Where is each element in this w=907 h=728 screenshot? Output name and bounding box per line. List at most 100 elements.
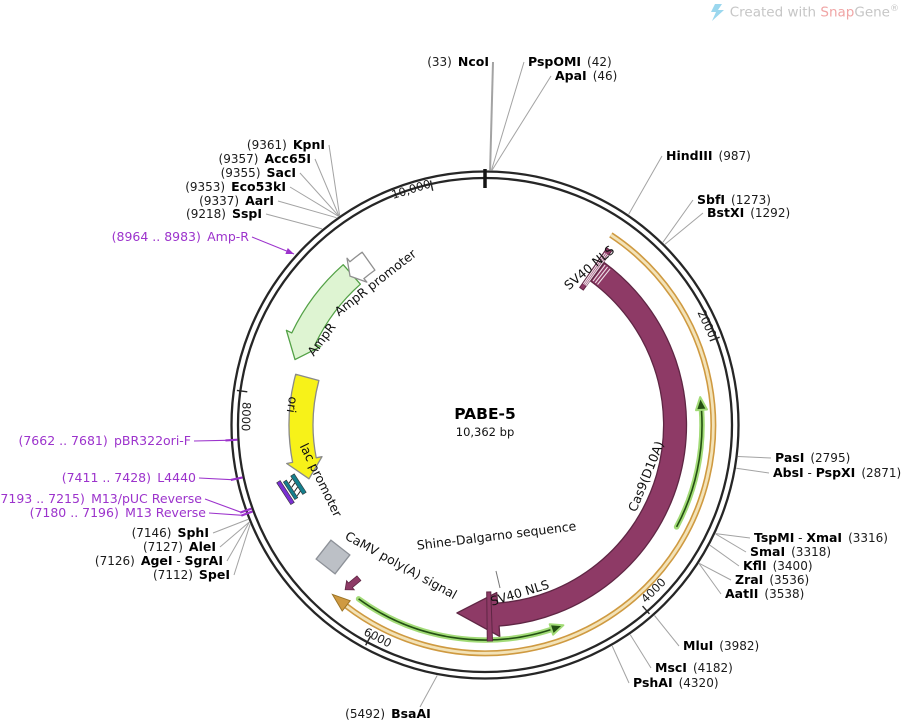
site-label-saci: (9355) SacI	[221, 165, 296, 180]
plasmid-name: PABE-5	[454, 405, 516, 423]
feature-sv40-nls-2-bar	[486, 591, 494, 642]
scale-label-2000: 2000	[694, 308, 719, 340]
site-pointer-acc65i	[314, 158, 340, 217]
site-label-sphi: (7146) SphI	[132, 525, 209, 540]
site-enzyme-name: SbfI	[697, 192, 725, 207]
primer-tick-m13-reverse	[240, 510, 253, 517]
site-position: (2871)	[855, 466, 901, 480]
site-label-alei: (7127) AleI	[143, 539, 216, 554]
site-position: (4182)	[687, 661, 733, 675]
site-name-separator: -	[794, 531, 806, 545]
site-position: (2795)	[804, 451, 850, 465]
feature-green-arrow-bottom-head	[548, 623, 565, 636]
site-enzyme-name: MscI	[655, 660, 687, 675]
site-enzyme-name: SmaI	[750, 544, 785, 559]
site-pointer-msci	[629, 634, 652, 669]
feature-green-arrow-bottom-line	[358, 598, 552, 641]
site-enzyme-name: SspI	[232, 206, 262, 221]
site-position: (3538)	[758, 587, 804, 601]
site-pointer-pshai	[611, 645, 630, 684]
feature-green-arrow-right-line	[675, 409, 703, 528]
site-enzyme-name: PspXI	[816, 465, 856, 480]
site-enzyme-name: BstXI	[707, 205, 744, 220]
primer-pointer-l4440	[198, 477, 232, 481]
site-position: (9353)	[185, 180, 231, 194]
primer-label-amp-r: (8964 .. 8983) Amp-R	[112, 229, 250, 244]
site-enzyme-name: Eco53kI	[231, 179, 286, 194]
site-position: (3536)	[763, 573, 809, 587]
site-pointer-apai	[491, 75, 552, 171]
feature-camv-polya-box	[315, 539, 351, 575]
site-label-mlui: MluI (3982)	[683, 638, 759, 653]
site-label-pshai: PshAI (4320)	[633, 675, 719, 690]
feature-cas9-d10a-arrow	[456, 261, 688, 638]
site-label-eco53ki: (9353) Eco53kI	[185, 179, 286, 194]
site-position: (42)	[581, 55, 612, 69]
site-label-ncoi: (33) NcoI	[427, 54, 489, 69]
site-enzyme-name: HindIII	[666, 148, 713, 163]
feature-cas9-d10a-hatch-1	[594, 266, 609, 284]
site-label-agei-sgrai: (7126) AgeI - SgrAI	[95, 553, 223, 568]
site-enzyme-name: AleI	[189, 539, 216, 554]
feature-label-lac-promoter: lac promoter	[297, 441, 346, 520]
site-enzyme-name: TspMI	[754, 530, 794, 545]
site-name-separator: -	[173, 554, 185, 568]
site-label-spei: (7112) SpeI	[153, 567, 230, 582]
site-enzyme-name: ZraI	[735, 572, 763, 587]
site-position: (9218)	[186, 207, 232, 221]
site-label-bstxi: BstXI (1292)	[707, 205, 790, 220]
site-enzyme-name: BsaAI	[391, 706, 431, 721]
feature-label-shine-dalgarno: Shine-Dalgarno sequence	[416, 518, 577, 552]
primer-tick-l4440	[230, 476, 243, 482]
site-label-smai: SmaI (3318)	[750, 544, 831, 559]
site-pointer-saci	[299, 172, 340, 217]
site-pointer-alei	[219, 521, 250, 548]
feature-camv-polya-mini-arrow	[344, 575, 362, 591]
site-pointer-aatii	[698, 563, 722, 595]
site-label-tspmi-xmai: TspMI - XmaI (3316)	[754, 530, 888, 545]
scale-label-10-000: 10,000	[390, 177, 433, 202]
feature-sv40-nls-1-hatch-2	[585, 254, 609, 286]
site-label-acc65i: (9357) Acc65I	[219, 151, 311, 166]
site-pointer-absi-pspxi	[736, 467, 770, 474]
primer-pointer-m13-puc-reverse	[204, 498, 242, 513]
feature-orf-ribbon-band-inner	[345, 233, 715, 655]
site-pointer-aari	[277, 200, 337, 219]
site-label-absi-pspxi: AbsI - PspXI (2871)	[773, 465, 901, 480]
lac-promoter-bar-2	[276, 480, 295, 506]
lac-promoter-hatch-2	[294, 486, 298, 492]
site-position: (4320)	[673, 676, 719, 690]
feature-ampr-promoter-arrow	[346, 251, 376, 283]
site-label-msci: MscI (4182)	[655, 660, 733, 675]
feature-sv40-nls-1-hatch-1	[584, 253, 608, 286]
site-pointer-eco53ki	[289, 186, 339, 217]
scale-tick-2000	[709, 336, 720, 342]
site-enzyme-name: SacI	[267, 165, 297, 180]
site-enzyme-name: Acc65I	[264, 151, 311, 166]
site-label-aari: (9337) AarI	[199, 193, 274, 208]
site-pointer-sspi	[265, 213, 323, 230]
site-position: (9361)	[247, 138, 293, 152]
site-pointer-agei-sgrai	[226, 522, 250, 562]
site-position: (3318)	[785, 545, 831, 559]
site-position: (33)	[427, 55, 458, 69]
site-enzyme-name: AarI	[245, 193, 274, 208]
primer-label-m13-reverse: (7180 .. 7196) M13 Reverse	[30, 505, 207, 520]
site-enzyme-name: SphI	[177, 525, 209, 540]
site-enzyme-name: ApaI	[555, 68, 587, 83]
site-position: (1292)	[744, 206, 790, 220]
site-pointer-kpni	[328, 144, 341, 216]
primer-label-m13-puc-reverse: (7193 .. 7215) M13/pUC Reverse	[0, 491, 202, 506]
primer-pointer-m13-reverse	[208, 512, 243, 516]
primer-arrowhead-amp-r	[285, 248, 294, 254]
lac-promoter-bar-0	[290, 473, 307, 495]
feature-green-arrow-right-head	[695, 396, 708, 412]
snapgene-logo-icon	[710, 4, 724, 21]
site-label-bsaai: (5492) BsaAI	[345, 706, 431, 721]
site-enzyme-name: AatII	[725, 586, 758, 601]
site-pointer-sbfi	[662, 199, 694, 243]
site-position: (1273)	[725, 193, 771, 207]
scale-tick-4000	[642, 605, 650, 615]
site-pointer-pasi	[737, 456, 772, 459]
